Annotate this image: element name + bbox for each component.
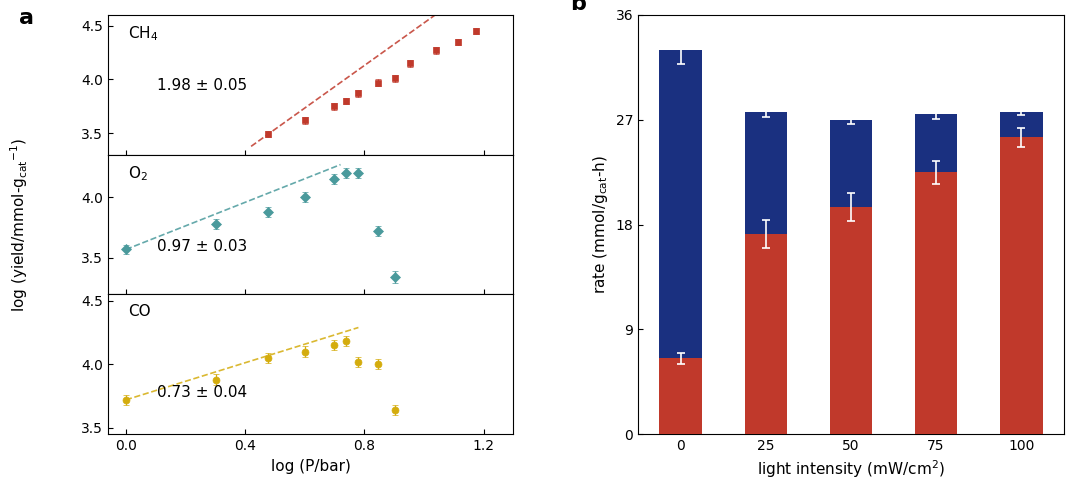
Y-axis label: rate (mmol/g$_\mathregular{cat}$-h): rate (mmol/g$_\mathregular{cat}$-h) xyxy=(591,155,610,294)
Text: b: b xyxy=(570,0,585,14)
X-axis label: light intensity (mW/cm$^2$): light intensity (mW/cm$^2$) xyxy=(757,459,945,480)
Text: a: a xyxy=(18,8,33,28)
Bar xyxy=(1000,137,1042,434)
Text: CH$_4$: CH$_4$ xyxy=(129,25,159,43)
Text: CO: CO xyxy=(129,304,151,319)
Bar xyxy=(744,234,787,434)
Bar xyxy=(829,207,873,434)
Text: 1.98 ± 0.05: 1.98 ± 0.05 xyxy=(157,78,246,93)
Bar xyxy=(915,114,957,172)
X-axis label: log (P/bar): log (P/bar) xyxy=(271,459,351,474)
Bar xyxy=(660,50,702,358)
Text: O$_2$: O$_2$ xyxy=(129,165,148,183)
Bar xyxy=(915,172,957,434)
Text: log (yield/mmol-g$_\mathregular{cat}$$^{-1}$): log (yield/mmol-g$_\mathregular{cat}$$^{… xyxy=(9,137,30,312)
Bar xyxy=(829,120,873,207)
Text: 0.73 ± 0.04: 0.73 ± 0.04 xyxy=(157,385,246,400)
Bar xyxy=(744,112,787,234)
Bar xyxy=(1000,112,1042,137)
Text: 0.97 ± 0.03: 0.97 ± 0.03 xyxy=(157,239,247,253)
Bar xyxy=(660,358,702,434)
